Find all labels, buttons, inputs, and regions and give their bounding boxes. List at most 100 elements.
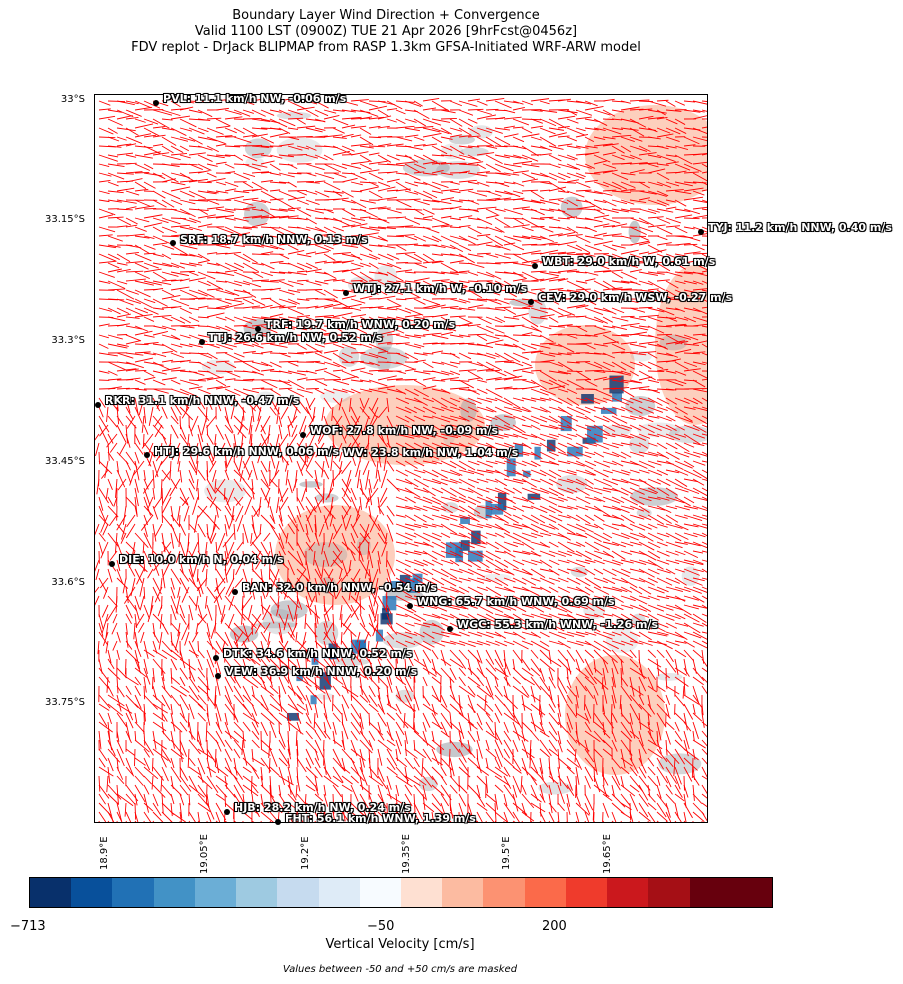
- wind-arrow: [304, 613, 307, 629]
- wind-arrow: [611, 667, 616, 688]
- wind-arrow: [503, 685, 509, 700]
- wind-arrow: [296, 145, 310, 150]
- wind-arrow: [242, 127, 259, 137]
- wind-arrow: [260, 604, 272, 616]
- wind-arrow: [368, 658, 374, 674]
- wind-arrow: [368, 306, 384, 309]
- wind-arrow: [350, 334, 366, 341]
- wind-arrow: [593, 181, 609, 188]
- wind-arrow: [557, 487, 574, 494]
- wind-arrow: [413, 289, 425, 292]
- wind-arrow: [485, 514, 504, 521]
- wind-arrow: [575, 433, 587, 440]
- wind-arrow: [143, 478, 149, 490]
- wind-arrow: [692, 340, 707, 345]
- wind-arrow: [566, 172, 585, 180]
- wind-arrow: [575, 109, 593, 116]
- wind-arrow: [521, 397, 537, 402]
- wind-arrow: [197, 388, 211, 395]
- terrain-shade: [243, 201, 270, 227]
- wind-arrow: [440, 145, 453, 151]
- wind-arrow: [647, 658, 662, 668]
- wind-arrow: [197, 334, 210, 338]
- wind-arrow: [162, 469, 172, 482]
- wind-arrow: [683, 217, 700, 220]
- wind-arrow: [314, 658, 328, 669]
- wind-arrow: [566, 352, 580, 355]
- wind-arrow: [332, 279, 345, 282]
- wind-arrow: [174, 631, 181, 651]
- wind-arrow: [503, 271, 524, 276]
- wind-arrow: [287, 379, 305, 390]
- wind-arrow: [611, 451, 627, 459]
- wind-arrow: [566, 649, 576, 662]
- wind-arrow: [458, 352, 472, 360]
- wind-arrow: [368, 145, 386, 148]
- wind-arrow: [170, 262, 186, 269]
- wind-arrow: [260, 739, 273, 751]
- wind-arrow: [341, 640, 351, 654]
- wind-arrow: [350, 550, 356, 562]
- wind-arrow: [584, 235, 604, 240]
- wind-arrow: [278, 127, 291, 134]
- wind-arrow: [132, 460, 145, 476]
- wind-arrow: [683, 595, 699, 601]
- wind-arrow: [368, 206, 387, 210]
- wind-arrow: [692, 127, 707, 134]
- wind-arrow: [620, 505, 635, 510]
- wind-arrow: [422, 469, 439, 478]
- wind-arrow: [305, 235, 318, 242]
- wind-arrow: [323, 397, 332, 410]
- wind-arrow: [224, 269, 238, 273]
- wind-arrow: [485, 163, 501, 173]
- wind-arrow: [296, 325, 313, 330]
- wind-arrow: [197, 145, 213, 151]
- wind-arrow: [386, 171, 398, 174]
- wind-arrow: [647, 568, 660, 575]
- wind-arrow: [224, 251, 242, 255]
- wind-arrow: [674, 262, 687, 270]
- wind-arrow: [413, 379, 427, 387]
- wind-arrow: [314, 514, 317, 533]
- wind-arrow: [341, 295, 357, 300]
- wind-arrow: [170, 586, 176, 599]
- wind-arrow: [98, 703, 110, 711]
- wind-arrow: [548, 217, 561, 222]
- wind-arrow: [656, 163, 669, 166]
- wind-arrow: [665, 358, 681, 363]
- wind-arrow: [701, 100, 707, 102]
- terrain-shade: [630, 487, 678, 506]
- wind-arrow: [476, 234, 491, 237]
- wind-arrow: [440, 286, 461, 291]
- wind-arrow: [413, 190, 433, 199]
- wind-arrow: [341, 280, 357, 286]
- wind-arrow: [215, 730, 226, 747]
- wind-arrow: [230, 406, 235, 420]
- wind-arrow: [278, 289, 295, 296]
- wind-arrow: [188, 676, 200, 693]
- downdraft-patch: [460, 540, 470, 551]
- wind-arrow: [179, 343, 193, 348]
- wind-arrow: [206, 215, 226, 219]
- wind-arrow: [656, 478, 671, 487]
- wind-arrow: [503, 505, 517, 511]
- wind-arrow: [152, 262, 173, 268]
- wind-arrow: [278, 622, 284, 643]
- wind-arrow: [422, 631, 435, 639]
- wind-arrow: [134, 478, 139, 493]
- wind-arrow: [512, 406, 530, 413]
- wind-arrow: [530, 631, 541, 639]
- wind-arrow: [647, 514, 665, 525]
- wind-arrow: [683, 487, 700, 495]
- wind-arrow: [143, 244, 156, 250]
- wind-arrow: [539, 658, 556, 672]
- wind-arrow: [539, 109, 558, 113]
- wind-arrow: [141, 415, 145, 433]
- wind-arrow: [449, 469, 463, 476]
- wind-arrow: [323, 278, 337, 282]
- wind-arrow: [241, 631, 253, 647]
- wind-arrow: [143, 676, 147, 693]
- wind-arrow: [683, 667, 690, 677]
- wind-arrow: [566, 622, 585, 627]
- wind-arrow: [377, 451, 382, 468]
